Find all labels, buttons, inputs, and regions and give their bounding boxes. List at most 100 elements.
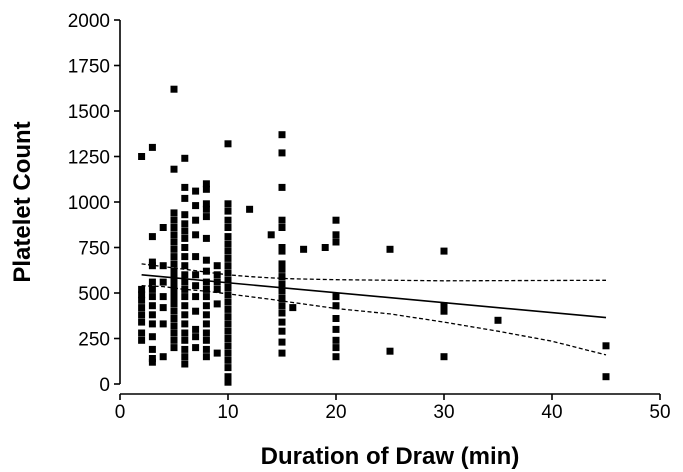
data-point (181, 302, 189, 310)
data-point (213, 300, 221, 308)
x-tick-label: 30 (433, 402, 454, 423)
data-point (148, 233, 156, 241)
data-point (148, 302, 156, 310)
data-point (148, 285, 156, 293)
data-point (202, 353, 210, 361)
data-point (181, 253, 189, 261)
data-point (202, 213, 210, 221)
data-point (278, 224, 286, 231)
data-point (148, 262, 156, 270)
data-point (181, 234, 189, 242)
y-axis-title: Platelet Count (9, 121, 36, 282)
data-point (202, 329, 210, 337)
data-point (202, 345, 210, 353)
data-point (278, 216, 286, 224)
data-point (224, 305, 232, 313)
data-point (181, 360, 189, 368)
data-point (202, 267, 210, 275)
data-point (192, 293, 200, 301)
ci-upper-line (141, 263, 607, 282)
ci-lower-line (141, 285, 607, 356)
data-point (602, 342, 610, 350)
regression-line (141, 274, 607, 319)
data-point (202, 180, 210, 188)
data-point (192, 271, 200, 279)
data-point (181, 271, 189, 279)
data-point (267, 231, 275, 239)
data-point (213, 262, 221, 270)
data-point (170, 273, 178, 281)
data-point (202, 256, 210, 264)
data-point (224, 216, 232, 224)
data-point (386, 245, 394, 253)
data-point (170, 284, 178, 291)
data-point (192, 333, 200, 341)
data-point (192, 325, 200, 333)
y-tick-label: 1750 (68, 57, 110, 78)
data-point (148, 278, 156, 286)
data-point (138, 311, 146, 319)
data-point (192, 187, 200, 195)
data-point (170, 289, 178, 297)
data-point (181, 285, 189, 293)
data-point (138, 304, 146, 312)
data-point (289, 304, 297, 312)
data-point (170, 278, 178, 286)
data-point (170, 260, 178, 268)
data-point (224, 320, 232, 328)
data-point (224, 254, 232, 262)
data-point (148, 311, 156, 319)
data-point (224, 364, 232, 372)
data-point (170, 267, 178, 275)
data-point (181, 311, 189, 319)
data-point (148, 355, 156, 362)
data-point (170, 253, 178, 261)
data-point (278, 131, 286, 139)
data-point (159, 353, 167, 361)
data-point (148, 258, 156, 266)
data-point (170, 315, 178, 322)
data-point (332, 293, 340, 301)
data-point (181, 211, 189, 219)
data-point (202, 205, 210, 213)
data-point (278, 327, 286, 335)
data-point (213, 271, 221, 279)
data-point (170, 307, 178, 315)
data-point (159, 262, 167, 270)
data-point (224, 140, 232, 148)
data-point (138, 336, 146, 344)
data-point (192, 344, 200, 352)
data-point (181, 154, 189, 162)
y-axis: 0 250 500 750 1000 1250 1500 1750 2000 (68, 11, 121, 396)
x-ticks: 0 10 20 30 40 50 (115, 394, 671, 423)
data-point (148, 320, 156, 328)
x-tick-label: 10 (217, 402, 238, 423)
x-tick-label: 50 (649, 402, 670, 423)
data-point (181, 329, 189, 337)
data-point (170, 295, 178, 302)
data-point (192, 231, 200, 239)
data-point (192, 216, 200, 224)
data-point (202, 285, 210, 293)
data-point (138, 291, 146, 299)
data-point (278, 149, 286, 157)
data-point (138, 285, 146, 293)
data-point (170, 165, 178, 173)
data-point (213, 285, 221, 293)
data-point (202, 278, 210, 286)
data-point (224, 378, 232, 386)
data-point (278, 287, 286, 295)
y-ticks: 0 250 500 750 1000 1250 1500 1750 2000 (68, 11, 120, 396)
data-point (170, 209, 178, 217)
data-point (181, 278, 189, 286)
y-tick-label: 2000 (68, 11, 110, 32)
data-point (278, 247, 286, 255)
data-point (159, 278, 167, 286)
data-point (224, 327, 232, 335)
y-tick-label: 250 (78, 330, 110, 351)
data-point (278, 295, 286, 302)
data-point (213, 349, 221, 357)
data-point (181, 183, 189, 191)
data-point (278, 309, 286, 317)
data-point (202, 302, 210, 310)
